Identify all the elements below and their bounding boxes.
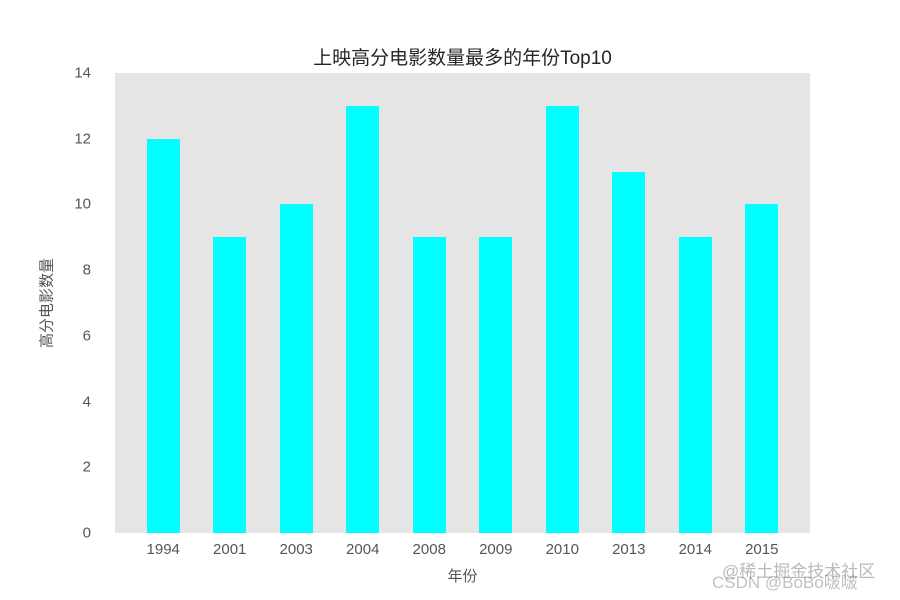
x-axis-ticks: 1994 2001 2003 2004 2008 2009 2010 2013 2014 2015 [115, 541, 810, 561]
bar-2009 [479, 237, 513, 533]
x-tick-label: 2013 [612, 541, 646, 558]
x-tick-label: 2010 [545, 541, 579, 558]
y-tick-label: 8 [82, 261, 91, 279]
bar-1994 [146, 138, 180, 533]
bar-2004 [346, 105, 380, 533]
y-tick-label: 6 [82, 327, 91, 345]
bar-2010 [545, 105, 579, 533]
x-tick-label: 2009 [479, 541, 513, 558]
watermark-juejin: @稀土掘金技术社区 [722, 562, 876, 581]
bar-2014 [678, 237, 712, 533]
watermark-csdn: CSDN @BoBo啵啵 [712, 573, 858, 592]
y-tick-label: 4 [82, 393, 91, 411]
x-tick-label: 2003 [279, 541, 313, 558]
x-tick-label: 2004 [346, 541, 380, 558]
y-tick-label: 0 [82, 524, 91, 542]
x-axis-label: 年份 [447, 568, 478, 585]
plot-area [115, 73, 810, 533]
y-tick-label: 10 [74, 195, 91, 213]
bar-2003 [279, 204, 313, 533]
x-tick-label: 2008 [412, 541, 446, 558]
x-tick-label: 1994 [146, 541, 180, 558]
bar-2013 [612, 171, 646, 533]
bar-2015 [745, 204, 779, 533]
y-tick-label: 2 [82, 458, 91, 476]
chart-title: 上映高分电影数量最多的年份Top10 [313, 48, 612, 69]
x-tick-label: 2014 [678, 541, 712, 558]
bar-2001 [213, 237, 247, 533]
y-axis-ticks: 0 2 4 6 8 10 12 14 [0, 65, 103, 542]
x-tick-label: 2001 [213, 541, 247, 558]
y-tick-label: 12 [74, 130, 91, 148]
x-tick-label: 2015 [745, 541, 779, 558]
bar-2008 [412, 237, 446, 533]
y-tick-label: 14 [74, 64, 91, 82]
